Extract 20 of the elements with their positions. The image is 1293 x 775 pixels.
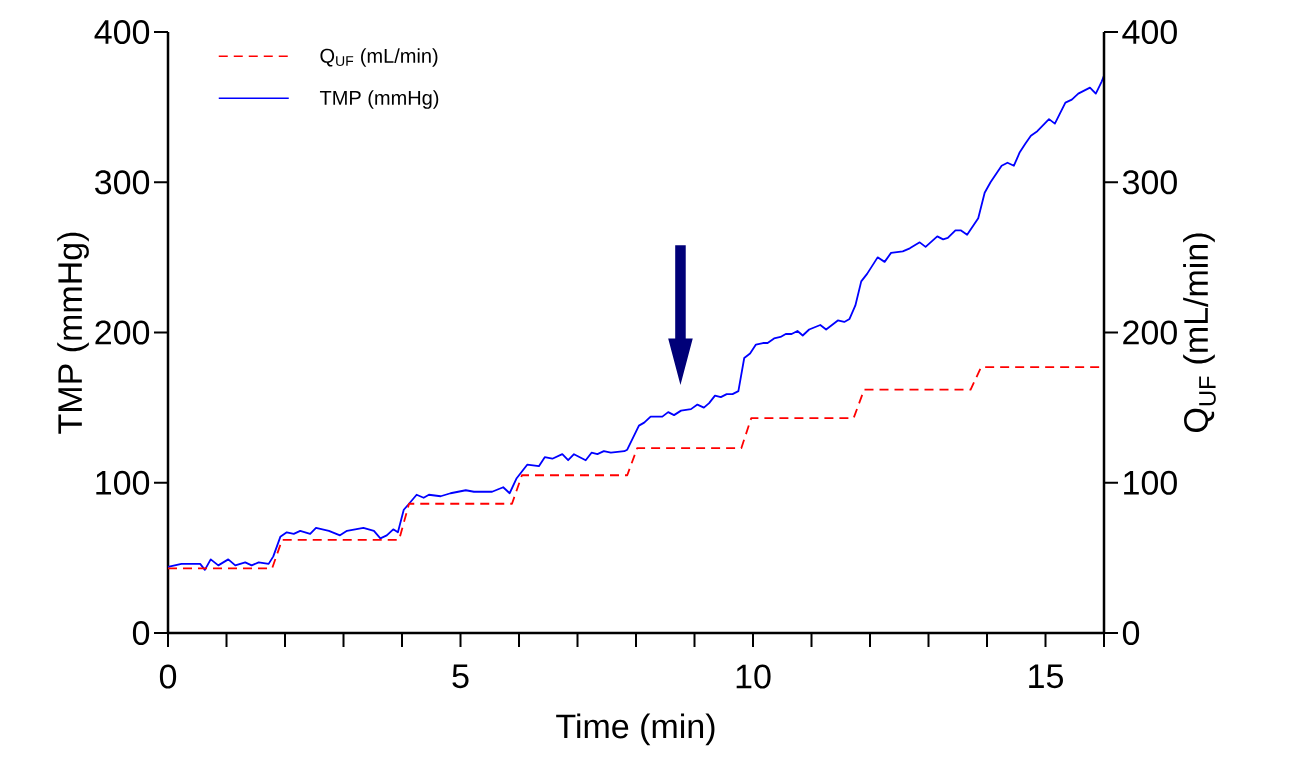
y2-tick-label: 200 [1123,320,1177,345]
x-axis-title: Time (min) [556,713,715,746]
y-axis-title: TMP (mmHg) [57,232,89,434]
y2-tick-label: 400 [1122,19,1177,45]
y-tick-label: 300 [95,170,150,195]
y-tick-label: 0 [132,620,150,646]
legend-label: TMP (mmHg) [319,90,439,109]
y-tick-label: 100 [96,470,150,495]
y2-axis-title: Q$_{UF}$ (mL/min) [1183,233,1216,432]
line-series [167,74,1105,571]
y2-tick-label: 100 [1124,470,1177,495]
x-tick-label: 5 [452,664,469,689]
y-tick-label: 200 [95,320,150,345]
y2-tick-label: 300 [1122,170,1177,195]
y-tick-label: 400 [94,19,150,45]
legend-label: Q$_{UF}$ (mL/min) [320,48,438,67]
x-tick-label: 10 [736,664,771,689]
y2-tick-label: 0 [1122,620,1140,646]
x-tick-label: 0 [159,664,177,689]
x-tick-label: 15 [1029,664,1063,689]
